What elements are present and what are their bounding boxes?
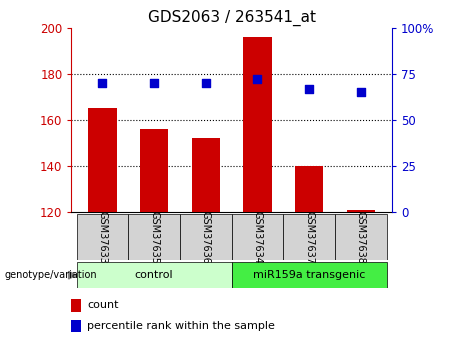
Bar xyxy=(243,37,272,212)
FancyBboxPatch shape xyxy=(284,214,335,260)
Bar xyxy=(192,138,220,212)
Text: GSM37634: GSM37634 xyxy=(253,211,262,264)
Point xyxy=(150,80,158,86)
Title: GDS2063 / 263541_at: GDS2063 / 263541_at xyxy=(148,10,316,26)
Bar xyxy=(140,129,168,212)
Point xyxy=(202,80,209,86)
FancyBboxPatch shape xyxy=(180,214,231,260)
Point xyxy=(99,80,106,86)
Bar xyxy=(71,299,81,312)
Bar xyxy=(71,320,81,332)
Point xyxy=(306,86,313,91)
Text: percentile rank within the sample: percentile rank within the sample xyxy=(88,321,275,331)
Point xyxy=(357,89,365,95)
Bar xyxy=(295,166,323,212)
Point xyxy=(254,77,261,82)
Text: GSM37633: GSM37633 xyxy=(97,211,107,264)
Text: GSM37635: GSM37635 xyxy=(149,211,159,264)
Text: GSM37637: GSM37637 xyxy=(304,211,314,264)
Bar xyxy=(88,108,117,212)
FancyBboxPatch shape xyxy=(231,262,387,288)
Bar xyxy=(347,210,375,212)
Text: miR159a transgenic: miR159a transgenic xyxy=(253,270,366,280)
FancyBboxPatch shape xyxy=(335,214,387,260)
FancyBboxPatch shape xyxy=(128,214,180,260)
FancyBboxPatch shape xyxy=(77,262,231,288)
Text: control: control xyxy=(135,270,173,280)
Text: count: count xyxy=(88,300,119,310)
Text: genotype/variation: genotype/variation xyxy=(5,270,97,280)
Text: GSM37638: GSM37638 xyxy=(356,211,366,264)
FancyBboxPatch shape xyxy=(77,214,128,260)
Text: GSM37636: GSM37636 xyxy=(201,211,211,264)
FancyBboxPatch shape xyxy=(231,214,284,260)
